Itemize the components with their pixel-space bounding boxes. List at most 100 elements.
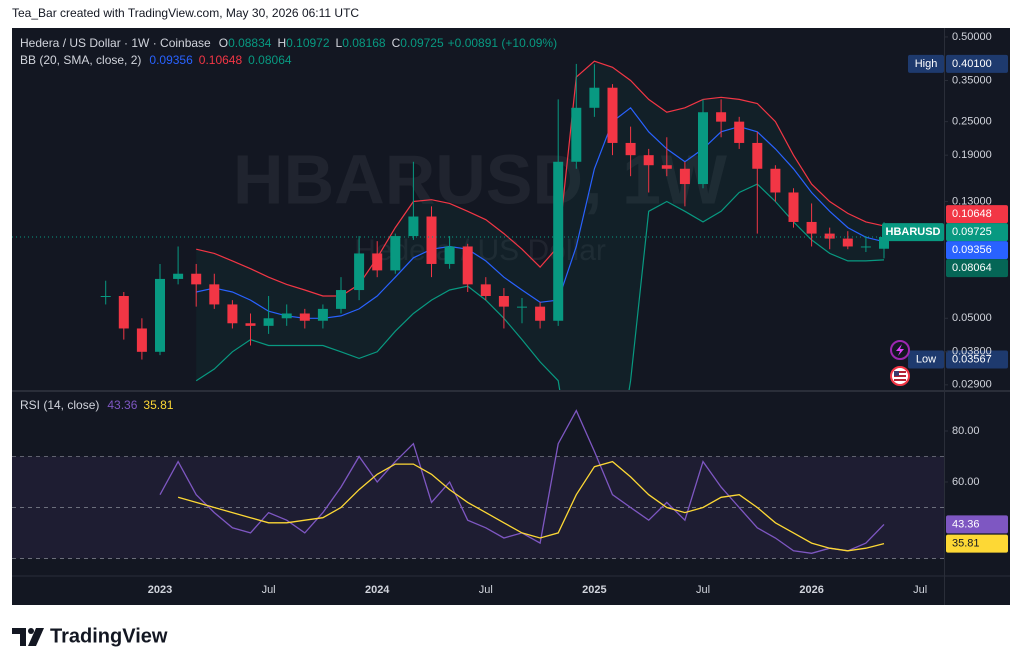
candle-body (444, 246, 455, 264)
rsi-label: 43.36 (952, 518, 980, 530)
candle-body (625, 142, 636, 156)
candle-body (209, 284, 220, 305)
ohlc-letter: C (392, 36, 401, 50)
candle-body (498, 296, 509, 307)
y-tick-label: 0.50000 (952, 31, 992, 43)
candle-body (698, 112, 708, 185)
candle-body (734, 121, 745, 143)
logo-mark (12, 628, 26, 646)
rsi-label: 35.81 (952, 538, 980, 550)
x-tick-label: 2023 (148, 584, 172, 596)
candle-body (571, 107, 582, 162)
candle-body (679, 168, 690, 185)
candle-body (317, 308, 328, 321)
y-tick-label: 0.02900 (952, 379, 992, 391)
candle-body (390, 236, 401, 271)
candle-body (517, 306, 527, 308)
candle-body (716, 112, 727, 122)
candle-body (426, 216, 437, 264)
ohlc-letter: H (277, 36, 286, 50)
watermark: HBARUSD, 1W (233, 140, 727, 218)
rsi-value: 35.81 (143, 398, 173, 412)
candle-body (806, 221, 817, 234)
price-label: 0.10648 (952, 208, 992, 220)
y-tick-label: 0.03800 (952, 346, 992, 358)
rsi-value: 43.36 (107, 398, 137, 412)
bb-name: BB (20, SMA, close, 2) (20, 53, 141, 67)
header-text: Tea_Bar created with TradingView.com, Ma… (12, 6, 359, 20)
price-label: 0.08064 (952, 262, 992, 274)
legend-title: Hedera / US Dollar · 1W · Coinbase (20, 36, 211, 50)
symbol-box (882, 223, 944, 242)
candle-body (770, 168, 781, 193)
legend-main: Hedera / US Dollar · 1W · Coinbase O0.088… (20, 36, 557, 50)
rsi-pane (12, 409, 944, 559)
candle-body (100, 296, 111, 298)
band-line (196, 60, 885, 297)
y-tick-label: 0.25000 (952, 116, 992, 128)
chart-frame (12, 28, 1010, 605)
flag-stripe (894, 373, 906, 375)
rsi-label-box (946, 515, 1008, 534)
candle-body (155, 278, 165, 352)
legend-bb: BB (20, SMA, close, 2) 0.09356 0.10648 0.08… (20, 53, 292, 67)
price-label: 0.09725 (952, 226, 992, 238)
candle-body (752, 142, 763, 169)
x-tick-label: 2024 (365, 584, 390, 596)
candle-body (191, 273, 202, 285)
candle-body (263, 318, 274, 326)
candle-body (842, 238, 853, 247)
event-icons (890, 340, 910, 386)
marker-value: 0.40100 (952, 58, 992, 70)
ohlc-letter: L (336, 36, 343, 50)
lightning-glyph (896, 344, 904, 356)
candle-body (661, 165, 672, 169)
candle-body (462, 246, 473, 285)
band-line (195, 183, 885, 390)
ohlc-value: 0.08834 (228, 36, 272, 50)
band-fill (196, 61, 884, 390)
ohlc-letter: O (219, 36, 228, 50)
x-tick-label: Jul (696, 584, 710, 596)
x-tick-label: Jul (479, 584, 493, 596)
candle-body (299, 313, 310, 321)
price-label: 0.09356 (952, 244, 992, 256)
candle-body (136, 328, 147, 352)
footer-logo: TradingView (12, 625, 168, 647)
candle-body (173, 273, 184, 279)
logo-dot (28, 628, 34, 634)
candle-body (372, 253, 383, 271)
y-tick-label: 80.00 (952, 425, 980, 437)
candle-body (643, 155, 654, 166)
bb-value: 0.08064 (248, 53, 292, 67)
rsi-label-box (946, 534, 1008, 553)
price-label-box (946, 223, 1008, 242)
candle-body (354, 253, 365, 291)
y-tick-label: 0.35000 (952, 74, 992, 86)
logo-mark (28, 628, 44, 646)
candle-body (788, 192, 799, 222)
candle-body (245, 323, 256, 326)
candle-body (336, 290, 346, 309)
candle-body (607, 87, 618, 143)
footer-brand: TradingView (50, 625, 168, 647)
marker-value-box (946, 54, 1008, 73)
overlay: 0.10648 0.09725 HBARUSD 0.09356 0.08064 High 0… (882, 54, 1008, 553)
rsi-name: RSI (14, close) (20, 398, 99, 412)
candle-body (824, 233, 835, 239)
y-tick-label: 60.00 (952, 476, 980, 488)
candle-body (589, 87, 600, 108)
y-tick-label: 0.19000 (952, 149, 992, 161)
x-tick-label: 2025 (582, 584, 606, 596)
x-tick-label: Jul (913, 584, 927, 596)
marker-name: Low (916, 353, 936, 365)
price-label-box (946, 259, 1008, 278)
bb-value: 0.10648 (199, 53, 243, 67)
candle-body (281, 313, 292, 319)
candle-body (535, 306, 546, 321)
x-tick-label: 2026 (799, 584, 823, 596)
marker-name-box (908, 350, 944, 369)
legend-rsi: RSI (14, close) 43.36 35.81 (20, 398, 174, 412)
candle-body (480, 284, 491, 297)
